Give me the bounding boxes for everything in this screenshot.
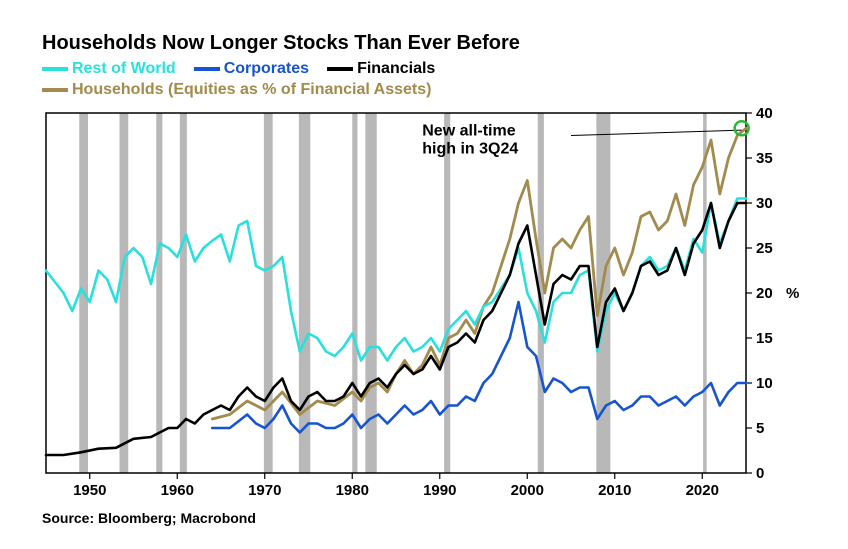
svg-text:40: 40 — [756, 107, 773, 122]
svg-text:0: 0 — [756, 465, 764, 482]
legend-item-corporates: Corporates — [194, 59, 309, 80]
svg-text:1950: 1950 — [73, 482, 106, 499]
svg-text:5: 5 — [756, 420, 764, 437]
svg-text:10: 10 — [756, 375, 773, 392]
svg-text:30: 30 — [756, 195, 773, 212]
svg-text:20: 20 — [756, 285, 773, 302]
chart-plot-area: 0 5 10 15 20 25 30 35 40 1950 1960 1970 1980 1990 2000… — [40, 107, 808, 506]
source-citation: Source: Bloomberg; Macrobond — [42, 510, 808, 526]
svg-text:high in 3Q24: high in 3Q24 — [422, 140, 518, 157]
svg-text:1990: 1990 — [423, 482, 456, 499]
svg-text:1960: 1960 — [161, 482, 194, 499]
svg-text:35: 35 — [756, 150, 773, 167]
chart-svg: 0 5 10 15 20 25 30 35 40 1950 1960 1970 1980 1990 2000… — [40, 107, 798, 501]
chart-container: { "title": "Households Now Longer Stocks… — [40, 30, 808, 519]
legend-item-rest_of_world: Rest of World — [42, 59, 176, 80]
svg-text:15: 15 — [756, 330, 773, 347]
svg-text:2000: 2000 — [511, 482, 544, 499]
y-axis-label: % — [786, 285, 799, 302]
svg-text:2020: 2020 — [686, 482, 719, 499]
svg-text:1980: 1980 — [336, 482, 369, 499]
svg-text:2010: 2010 — [598, 482, 631, 499]
svg-text:New all-time: New all-time — [422, 122, 515, 139]
legend: Rest of World Corporates Financials Househ… — [42, 59, 808, 101]
svg-text:25: 25 — [756, 240, 773, 257]
legend-item-households: Households (Equities as % of Financial A… — [42, 80, 431, 101]
svg-text:1970: 1970 — [248, 482, 281, 499]
legend-item-financials: Financials — [327, 59, 435, 80]
chart-title: Households Now Longer Stocks Than Ever B… — [42, 32, 808, 55]
